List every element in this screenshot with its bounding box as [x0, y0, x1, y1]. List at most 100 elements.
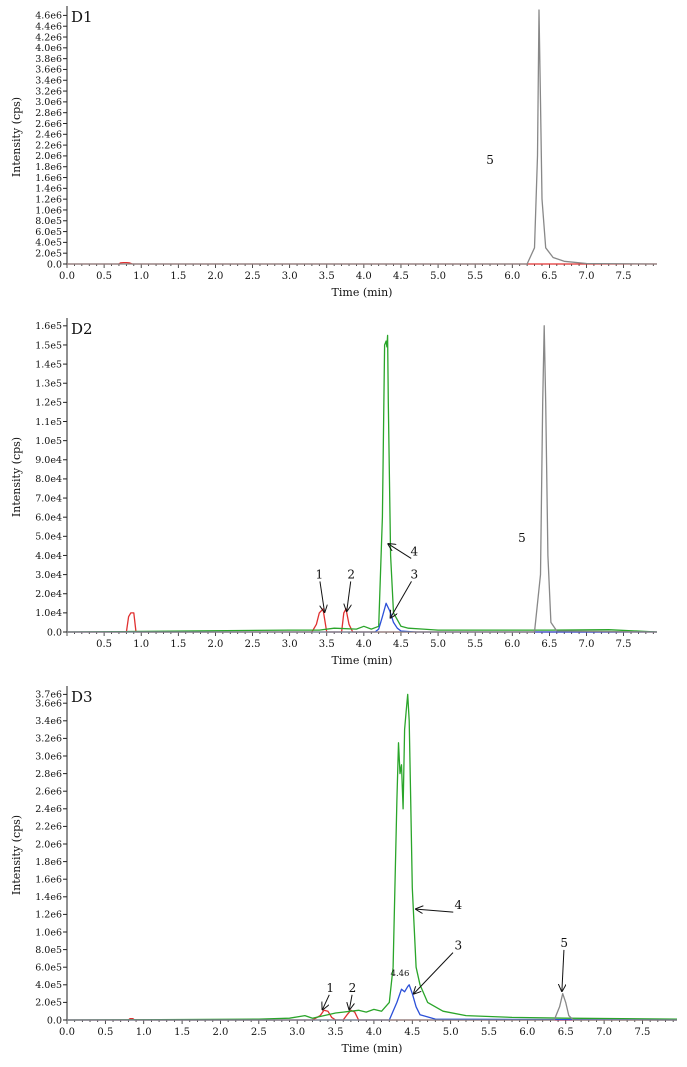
- panel-label: D3: [71, 688, 93, 706]
- y-tick-label: 1.1e5: [35, 417, 62, 428]
- y-tick-label: 3.0e6: [35, 751, 62, 762]
- peak-annotation: 5: [560, 936, 568, 950]
- y-tick-label: 1.5e5: [35, 340, 62, 351]
- peak-annotation: 3: [411, 567, 419, 581]
- annotation-arrow: [349, 994, 352, 1010]
- x-tick-label: 0.0: [59, 271, 75, 282]
- x-tick-label: 5.5: [467, 639, 483, 650]
- y-axis-title: Intensity (cps): [10, 815, 23, 895]
- y-tick-label: 6.0e5: [35, 227, 62, 238]
- x-tick-label: 1.0: [133, 271, 149, 282]
- peak-annotation: 4: [411, 544, 419, 558]
- x-axis-title: Time (min): [332, 286, 393, 299]
- x-tick-label: 5.0: [430, 271, 446, 282]
- y-tick-label: 3.0e4: [35, 570, 62, 581]
- y-tick-label: 4.0e5: [35, 980, 62, 991]
- y-tick-label: 8.0e5: [35, 945, 62, 956]
- annotation-arrow: [414, 952, 454, 994]
- x-tick-label: 6.5: [541, 639, 557, 650]
- y-tick-label: 1.0e6: [35, 927, 62, 938]
- y-tick-label: 2.4e6: [35, 130, 62, 141]
- y-tick-label: 1.8e6: [35, 162, 62, 173]
- x-tick-label: 1.5: [174, 1027, 190, 1038]
- y-tick-label: 4.0e4: [35, 551, 62, 562]
- y-tick-label: 4.0e6: [35, 43, 62, 54]
- x-tick-label: 0.5: [97, 1027, 113, 1038]
- x-tick-label: 2.0: [213, 1027, 229, 1038]
- y-tick-label: 0.0: [47, 259, 62, 270]
- y-axis-title: Intensity (cps): [10, 97, 23, 177]
- peak-annotation: 2: [347, 567, 355, 581]
- y-tick-label: 4.4e6: [35, 22, 62, 33]
- y-axis-title: Intensity (cps): [10, 437, 23, 517]
- x-tick-label: 0.5: [96, 639, 112, 650]
- y-tick-label: 4.2e6: [35, 32, 62, 43]
- x-tick-label: 0.0: [59, 1027, 75, 1038]
- x-tick-label: 5.5: [467, 271, 483, 282]
- x-tick-label: 7.0: [579, 271, 595, 282]
- x-tick-label: 7.5: [616, 639, 632, 650]
- y-tick-label: 3.6e6: [35, 699, 62, 710]
- y-tick-label: 2.2e6: [35, 140, 62, 151]
- x-tick-label: 3.5: [319, 639, 335, 650]
- x-axis-title: Time (min): [342, 1042, 403, 1055]
- x-tick-label: 6.0: [504, 639, 520, 650]
- y-tick-label: 4.6e6: [35, 11, 62, 22]
- y-tick-label: 8.0e4: [35, 474, 62, 485]
- x-tick-label: 6.0: [519, 1027, 535, 1038]
- x-tick-label: 7.0: [579, 639, 595, 650]
- y-tick-label: 1.0e6: [35, 205, 62, 216]
- x-tick-label: 3.5: [328, 1027, 344, 1038]
- y-tick-label: 2.0e6: [35, 839, 62, 850]
- annotation-arrow: [323, 994, 330, 1010]
- annotation-arrow: [319, 581, 325, 611]
- y-tick-label: 1.2e6: [35, 910, 62, 921]
- x-tick-label: 7.5: [616, 271, 632, 282]
- x-tick-label: 1.0: [133, 639, 149, 650]
- peak-annotation: 4.46: [391, 969, 410, 979]
- y-tick-label: 1.0e4: [35, 608, 62, 619]
- y-tick-label: 1.0e5: [35, 436, 62, 447]
- x-tick-label: 4.0: [356, 271, 372, 282]
- x-tick-label: 2.5: [245, 271, 261, 282]
- x-tick-label: 4.5: [393, 639, 409, 650]
- y-tick-label: 8.0e5: [35, 216, 62, 227]
- y-tick-label: 3.4e6: [35, 76, 62, 87]
- annotation-arrow: [347, 581, 351, 611]
- x-tick-label: 2.0: [207, 639, 223, 650]
- y-tick-label: 3.2e6: [35, 86, 62, 97]
- y-tick-label: 2.0e5: [35, 998, 62, 1009]
- x-tick-label: 1.5: [170, 271, 186, 282]
- trace-blue: [67, 984, 678, 1021]
- panel-D1: 0.02.0e54.0e56.0e58.0e51.0e61.2e61.4e61.…: [10, 6, 658, 299]
- y-tick-label: 5.0e4: [35, 532, 62, 543]
- peak-annotation: 5: [518, 531, 526, 545]
- y-tick-label: 2.0e4: [35, 589, 62, 600]
- y-tick-label: 4.0e5: [35, 238, 62, 249]
- panel-label: D2: [71, 320, 93, 338]
- x-tick-label: 2.5: [251, 1027, 267, 1038]
- y-tick-label: 3.2e6: [35, 734, 62, 745]
- y-tick-label: 7.0e4: [35, 493, 62, 504]
- trace-gray: [67, 9, 658, 265]
- y-tick-label: 3.6e6: [35, 65, 62, 76]
- y-tick-label: 3.4e6: [35, 716, 62, 727]
- annotation-arrow: [388, 544, 412, 559]
- x-tick-label: 2.0: [207, 271, 223, 282]
- x-tick-label: 4.0: [356, 639, 372, 650]
- x-tick-label: 5.0: [430, 639, 446, 650]
- x-tick-label: 6.5: [558, 1027, 574, 1038]
- y-tick-label: 0.0: [47, 627, 62, 638]
- peak-annotation: 4: [455, 898, 463, 912]
- x-tick-label: 3.0: [282, 639, 298, 650]
- y-tick-label: 3.7e6: [35, 690, 62, 701]
- y-tick-label: 6.0e5: [35, 963, 62, 974]
- x-axis-title: Time (min): [332, 654, 393, 667]
- y-tick-label: 2.0e5: [35, 248, 62, 259]
- y-tick-label: 2.6e6: [35, 119, 62, 130]
- x-tick-label: 0.5: [96, 271, 112, 282]
- x-tick-label: 1.0: [136, 1027, 152, 1038]
- panel-D2: 0.0 1.0e4 2.0e4 3.0e4 4.0e4 5.0e4 6.0e4 7.0e4 8.…: [10, 318, 658, 667]
- x-tick-label: 5.5: [481, 1027, 497, 1038]
